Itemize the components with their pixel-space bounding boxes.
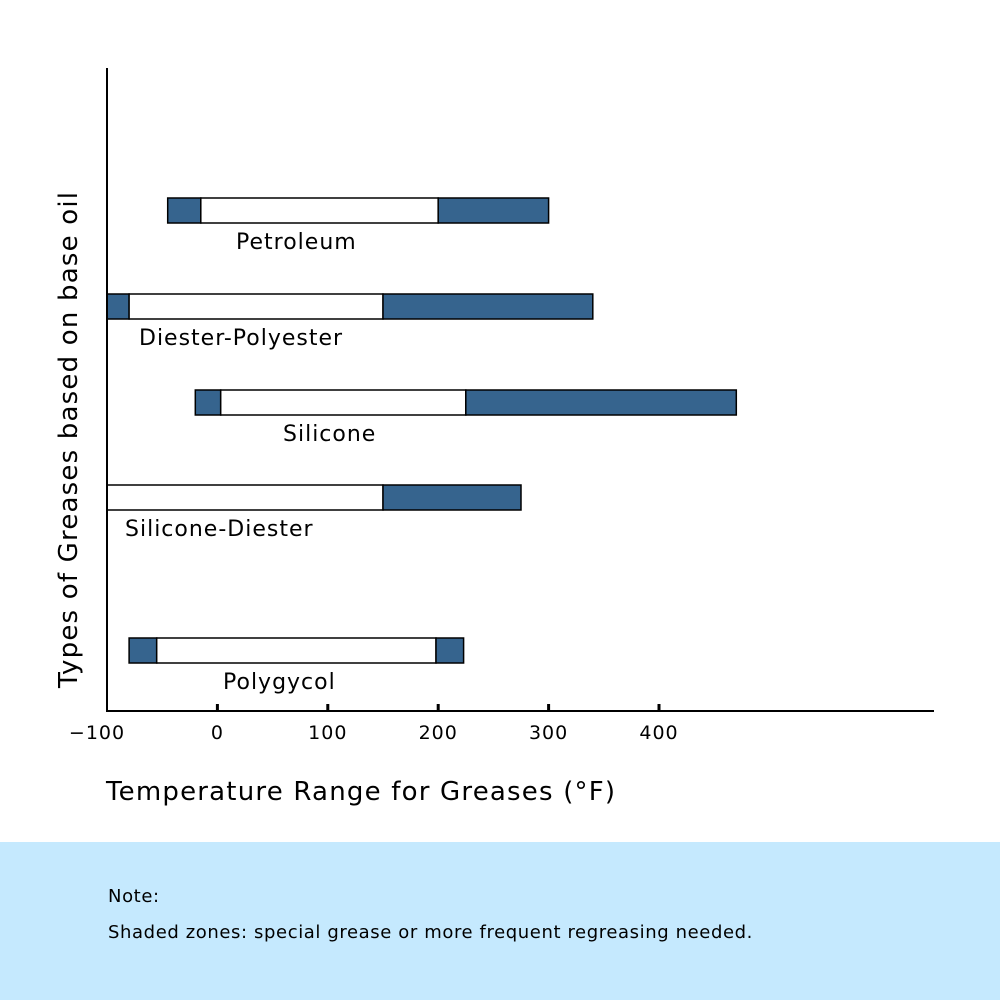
note-panel: Note: Shaded zones: special grease or mo…	[0, 842, 1000, 1000]
bar-petroleum-shaded-high	[437, 197, 550, 224]
note-title: Note:	[108, 886, 160, 907]
x-tick-label: 300	[529, 722, 568, 744]
bar-label-petroleum: Petroleum	[236, 230, 357, 255]
grease-temperature-chart: Petroleum Diester-Polyester Silicone Silico…	[54, 68, 934, 807]
x-tick-label: 200	[419, 722, 458, 744]
ticks-layer	[215, 704, 661, 710]
y-axis-title: Types of Greases based on base oil	[54, 191, 84, 689]
note-text: Shaded zones: special grease or more fre…	[108, 922, 754, 943]
bar-silicone-diester-shaded-high	[382, 484, 522, 511]
bars-layer	[106, 197, 738, 664]
x-tick-label: −100	[69, 722, 125, 744]
bar-polygycol-shaded-high	[435, 637, 465, 664]
bar-petroleum-normal-range	[200, 197, 439, 224]
bar-silicone-diester-normal-range	[106, 484, 384, 511]
bar-silicone-normal-range	[219, 389, 467, 416]
bar-label-polygycol: Polygycol	[223, 670, 336, 695]
bar-petroleum-shaded-low	[166, 197, 202, 224]
bar-label-silicone: Silicone	[283, 422, 376, 447]
x-tick-label: 400	[639, 722, 678, 744]
bar-silicone-shaded-low	[194, 389, 222, 416]
bar-diester-polyester-shaded-high	[382, 293, 594, 320]
bar-labels-layer: Petroleum Diester-Polyester Silicone Silico…	[125, 230, 376, 695]
bar-silicone-shaded-high	[465, 389, 738, 416]
bar-polygycol-shaded-low	[128, 637, 158, 664]
bar-diester-polyester-normal-range	[128, 293, 384, 320]
bar-label-silicone-diester: Silicone-Diester	[125, 517, 314, 542]
x-tick-label: 0	[211, 722, 224, 744]
bar-diester-polyester-shaded-low	[106, 293, 130, 320]
tick-labels-layer: −100 0 100 200 300 400	[69, 722, 678, 744]
bar-polygycol-normal-range	[155, 637, 437, 664]
bar-label-diester-polyester: Diester-Polyester	[139, 326, 343, 351]
x-tick-label: 100	[308, 722, 347, 744]
x-axis-title: Temperature Range for Greases (°F)	[105, 777, 616, 807]
